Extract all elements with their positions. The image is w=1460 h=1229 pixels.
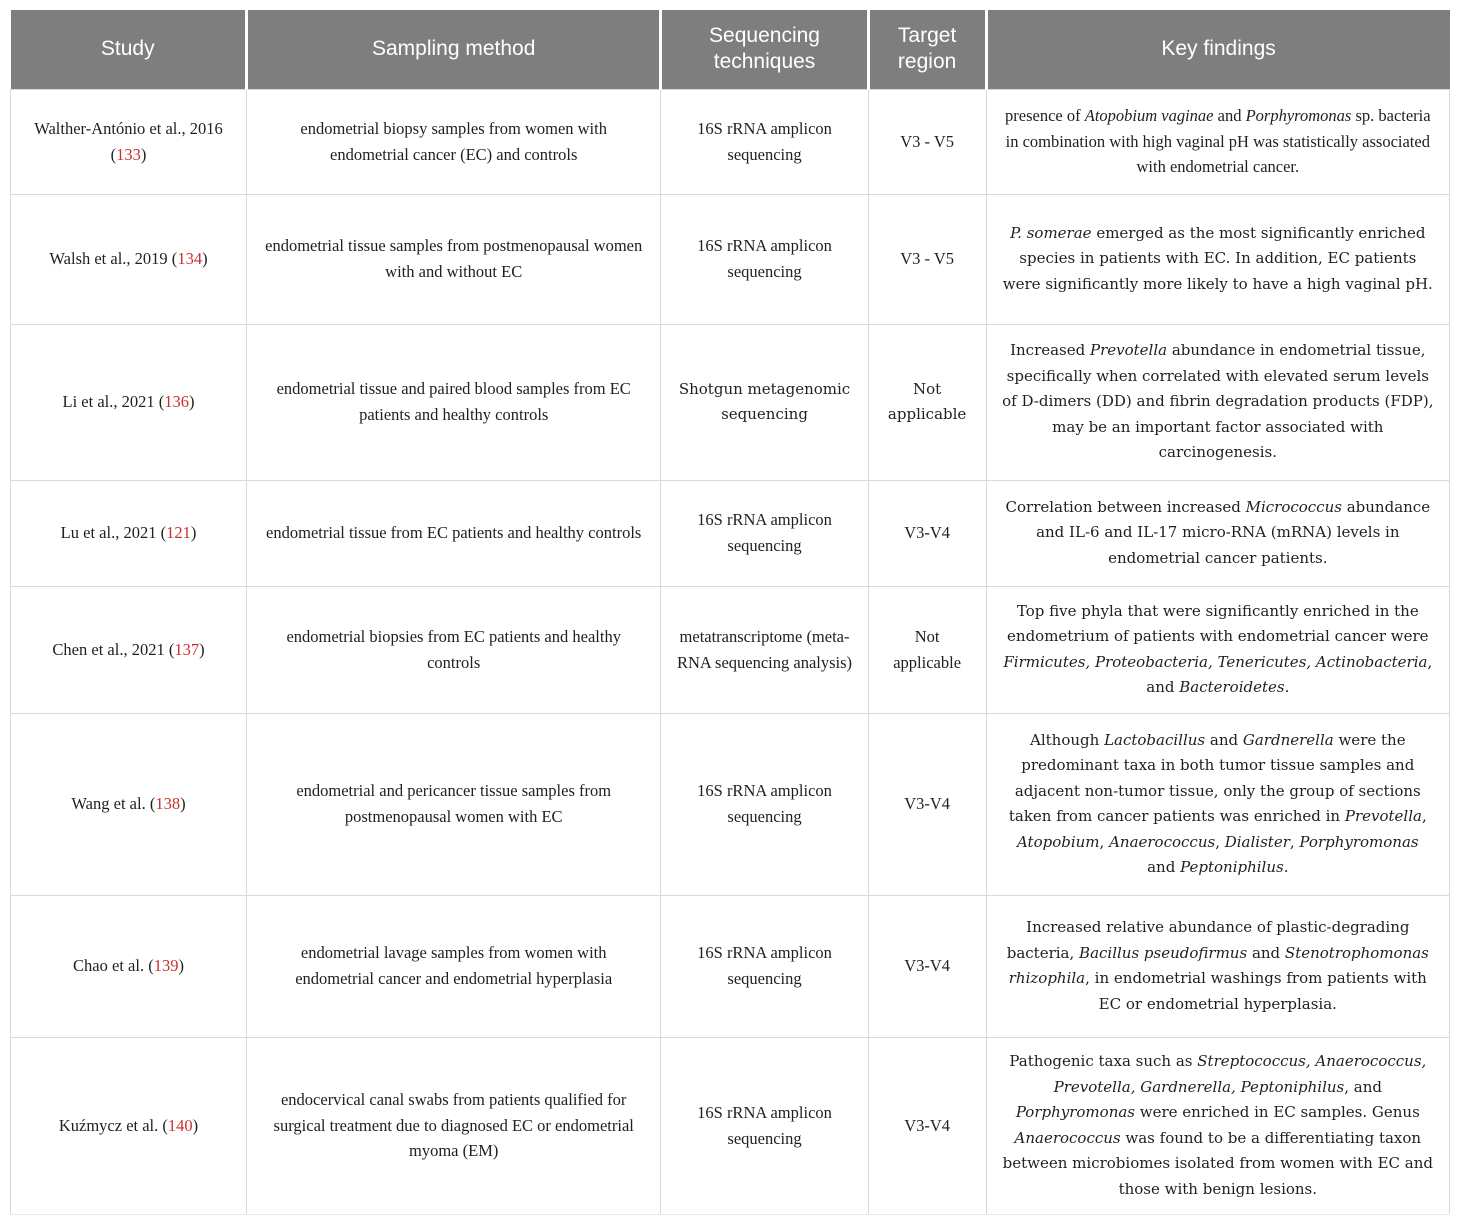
column-header-target: Target region [866,10,987,89]
species-name: Stenotrophomonas rhizophila [1008,943,1429,988]
cell-study: Kuźmycz et al. (140) [10,1036,247,1215]
table-row: Kuźmycz et al. (140) endocervical canal s… [10,1036,1451,1215]
cell-target: V3-V4 [867,894,987,1038]
table-row: Li et al., 2021 (136) endometrial tissue … [10,323,1451,481]
cell-sequencing: 16S rRNA amplicon sequencing [660,894,869,1038]
cell-study: Chen et al., 2021 (137) [10,585,247,714]
cell-findings: Increased relative abundance of plastic-… [985,894,1451,1038]
cell-study: Walsh et al., 2019 (134) [10,193,247,325]
table-row: Lu et al., 2021 (121) endometrial tissue … [10,479,1451,587]
cell-findings: presence of Atopobium vaginae and Porphy… [985,88,1451,195]
species-name: Prevotella [1344,807,1422,825]
table-row: Walsh et al., 2019 (134) endometrial tiss… [10,193,1451,325]
cell-sequencing: metatranscriptome (meta-RNA sequencing a… [660,585,869,714]
column-header-findings: Key findings [984,10,1450,89]
table-row: Walther-António et al., 2016 (133) endome… [10,88,1451,195]
cell-findings: Pathogenic taxa such as Streptococcus, A… [985,1036,1451,1215]
cell-findings: Increased Prevotella abundance in endome… [985,323,1451,481]
species-name: Streptococcus, Anaerococcus, Prevotella,… [1053,1052,1427,1096]
species-name: Atopobium vaginae [1084,106,1214,126]
header-row: Study Sampling method Sequencing techniques… [10,10,1450,89]
cell-sampling: endometrial and pericancer tissue sample… [245,712,662,896]
species-name: Anaerococcus [1109,832,1216,851]
cell-sequencing: 16S rRNA amplicon sequencing [660,193,869,325]
citation-link[interactable]: 134 [177,249,203,269]
cell-sampling: endometrial tissue from EC patients and … [245,479,662,587]
cell-study: Lu et al., 2021 (121) [10,479,247,587]
cell-target: Not applicable [867,585,987,714]
citation-link[interactable]: 140 [167,1115,193,1135]
citation-link[interactable]: 136 [164,392,189,412]
table-row: Chao et al. (139) endometrial lavage samp… [10,894,1451,1038]
cell-target: V3-V4 [867,479,987,587]
cell-sequencing: 16S rRNA amplicon sequencing [660,712,869,896]
cell-target: V3 - V5 [867,88,987,195]
species-name: Atopobium [1016,832,1100,851]
cell-study: Li et al., 2021 (136) [10,323,247,481]
cell-findings: P. somerae emerged as the most significa… [985,193,1451,325]
species-name: Firmicutes, Proteobacteria, Tenericutes,… [1003,652,1428,671]
studies-table: Study Sampling method Sequencing techniques… [10,10,1451,1215]
species-name: Porphyromonas [1299,832,1419,851]
species-name: Lactobacillus [1104,730,1206,749]
species-name: Porphyromonas [1015,1103,1135,1121]
cell-sampling: endometrial lavage samples from women wi… [245,894,662,1038]
citation-link[interactable]: 138 [155,794,181,814]
cell-sampling: endometrial tissue and paired blood samp… [245,323,662,481]
cell-sampling: endometrial biopsy samples from women wi… [245,88,662,195]
species-name: Porphyromonas [1245,106,1352,126]
cell-sampling: endometrial tissue samples from postmeno… [245,193,662,325]
cell-findings: Although Lactobacillus and Gardnerella w… [985,712,1451,896]
cell-study: Walther-António et al., 2016 (133) [10,88,247,195]
cell-target: Not applicable [867,323,987,481]
cell-sequencing: 16S rRNA amplicon sequencing [660,1036,869,1215]
species-name: Prevotella [1090,341,1168,360]
column-header-sequencing: Sequencing techniques [659,10,869,89]
cell-study: Chao et al. (139) [10,894,247,1038]
citation-link[interactable]: 133 [116,144,141,164]
species-name: P. somerae [1010,223,1092,242]
table-row: Chen et al., 2021 (137) endometrial biops… [10,585,1451,714]
cell-study: Wang et al. (138) [10,712,247,896]
citation-link[interactable]: 139 [153,956,179,976]
cell-sequencing: 16S rRNA amplicon sequencing [660,88,869,195]
cell-target: V3 - V5 [867,193,987,325]
species-name: Bacteroidetes. [1179,678,1290,696]
cell-target: V3-V4 [867,712,987,896]
species-name: Dialister [1224,832,1290,851]
cell-findings: Correlation between increased Micrococcu… [985,479,1451,587]
species-name: Anaerococcus [1014,1128,1121,1147]
species-name: Gardnerella [1242,730,1334,749]
cell-sampling: endometrial biopsies from EC patients an… [245,585,662,714]
cell-target: V3-V4 [867,1036,987,1215]
species-name: Peptoniphilus [1180,858,1284,876]
table-row: Wang et al. (138) endometrial and perican… [10,712,1451,896]
species-name: Bacillus pseudofirmus [1079,943,1248,962]
cell-findings: Top five phyla that were significantly e… [985,585,1451,714]
column-header-sampling: Sampling method [244,10,661,89]
citation-link[interactable]: 137 [174,639,200,659]
cell-sequencing: 16S rRNA amplicon sequencing [660,479,869,587]
column-header-study: Study [10,10,247,89]
species-name: Micrococcus [1245,497,1342,516]
cell-sampling: endocervical canal swabs from patients q… [245,1036,662,1215]
citation-link[interactable]: 121 [166,523,191,543]
cell-sequencing: Shotgun metagenomic sequencing [660,323,869,481]
